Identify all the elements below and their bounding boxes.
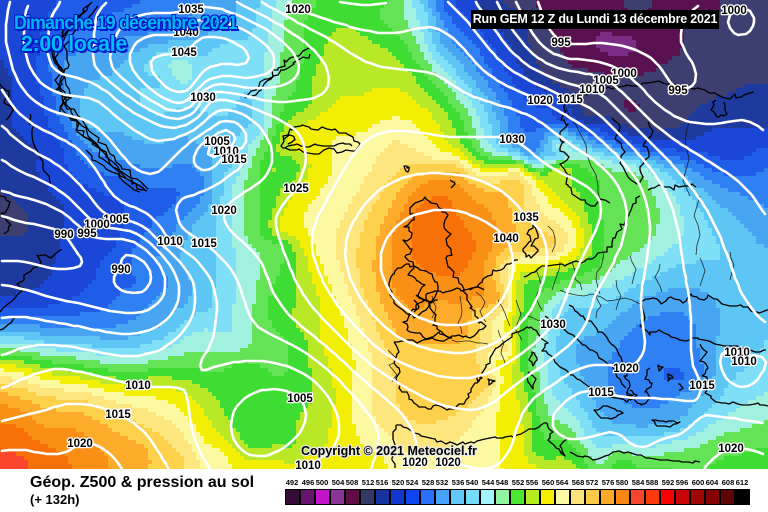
svg-text:1015: 1015 [221, 154, 247, 166]
svg-text:995: 995 [77, 228, 97, 240]
svg-text:1030: 1030 [190, 92, 216, 104]
svg-text:1015: 1015 [191, 238, 217, 250]
svg-text:1000: 1000 [611, 68, 637, 80]
svg-text:1010: 1010 [157, 236, 183, 248]
svg-text:990: 990 [111, 264, 130, 276]
svg-text:1020: 1020 [67, 438, 93, 450]
svg-text:1020: 1020 [613, 363, 639, 375]
svg-text:990: 990 [54, 229, 73, 241]
svg-text:1020: 1020 [285, 4, 311, 16]
svg-text:1025: 1025 [283, 183, 309, 195]
svg-text:1045: 1045 [171, 47, 197, 59]
svg-text:1030: 1030 [540, 319, 566, 331]
svg-text:1005: 1005 [204, 136, 230, 148]
svg-text:1015: 1015 [588, 387, 614, 399]
svg-text:1040: 1040 [493, 233, 519, 245]
svg-text:1010: 1010 [724, 347, 750, 359]
svg-text:1005: 1005 [103, 214, 129, 226]
svg-text:1010: 1010 [125, 380, 151, 392]
svg-text:Copyright © 2021 Meteociel.fr: Copyright © 2021 Meteociel.fr [301, 444, 477, 458]
svg-text:1020: 1020 [527, 95, 553, 107]
svg-text:1020: 1020 [718, 443, 744, 455]
svg-text:1015: 1015 [557, 94, 583, 106]
svg-text:1000: 1000 [84, 219, 110, 231]
svg-text:1030: 1030 [499, 134, 525, 146]
svg-text:1010: 1010 [295, 460, 321, 469]
svg-text:1015: 1015 [105, 409, 131, 421]
svg-text:1020: 1020 [402, 457, 428, 469]
svg-text:1010: 1010 [213, 146, 239, 158]
svg-text:995: 995 [551, 37, 571, 49]
svg-text:1020: 1020 [435, 457, 461, 469]
svg-text:1040: 1040 [173, 27, 199, 39]
svg-text:1005: 1005 [287, 393, 313, 405]
svg-text:1005: 1005 [593, 75, 619, 87]
svg-text:995: 995 [668, 85, 688, 97]
svg-text:1015: 1015 [689, 380, 715, 392]
svg-text:1010: 1010 [579, 84, 605, 96]
svg-text:1020: 1020 [211, 205, 237, 217]
svg-text:1035: 1035 [178, 4, 204, 16]
svg-text:1010: 1010 [731, 356, 757, 368]
svg-text:1000: 1000 [721, 5, 747, 17]
svg-text:1035: 1035 [513, 212, 539, 224]
